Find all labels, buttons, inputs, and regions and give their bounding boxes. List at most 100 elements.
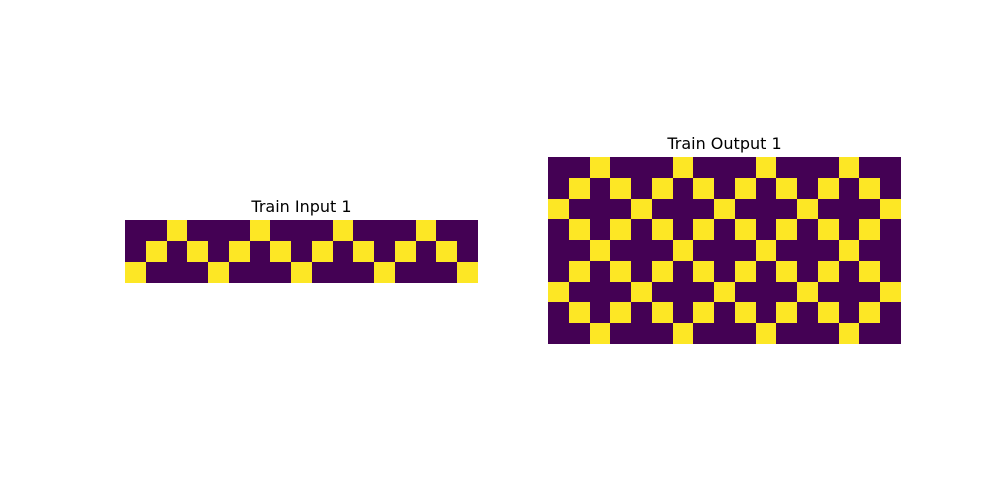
train-output-cell: [590, 240, 610, 261]
train-output-cell: [818, 219, 839, 240]
train-input-cell: [187, 262, 208, 283]
train-output-cell: [652, 323, 673, 344]
train-output-grid: [548, 157, 901, 344]
train-output-cell: [652, 240, 673, 261]
train-input-panel: Train Input 1: [125, 197, 478, 283]
train-output-cell: [797, 261, 818, 282]
train-output-cell: [714, 199, 735, 219]
train-input-title: Train Input 1: [251, 197, 352, 216]
train-output-cell: [590, 199, 610, 219]
train-output-cell: [652, 219, 673, 240]
train-output-cell: [631, 240, 652, 261]
train-output-cell: [569, 261, 590, 282]
train-output-cell: [756, 282, 776, 302]
train-output-cell: [610, 282, 631, 302]
train-input-cell: [457, 241, 478, 262]
train-input-cell: [333, 220, 353, 241]
train-output-cell: [652, 178, 673, 199]
train-output-cell: [548, 323, 569, 344]
train-output-cell: [776, 199, 797, 219]
train-output-cell: [569, 199, 590, 219]
train-output-cell: [569, 282, 590, 302]
train-output-cell: [590, 261, 610, 282]
train-output-cell: [756, 240, 776, 261]
train-output-cell: [735, 178, 756, 199]
train-output-cell: [673, 302, 693, 323]
train-output-cell: [610, 261, 631, 282]
train-output-cell: [859, 178, 880, 199]
train-output-cell: [880, 302, 901, 323]
train-output-cell: [693, 261, 714, 282]
train-output-cell: [797, 157, 818, 178]
train-input-cell: [353, 262, 374, 283]
train-input-cell: [250, 262, 270, 283]
train-input-cell: [416, 262, 436, 283]
train-output-cell: [735, 261, 756, 282]
train-output-cell: [859, 240, 880, 261]
train-output-cell: [631, 157, 652, 178]
train-output-cell: [569, 240, 590, 261]
train-output-cell: [673, 199, 693, 219]
train-output-cell: [756, 323, 776, 344]
train-input-cell: [374, 241, 395, 262]
train-input-cell: [229, 262, 250, 283]
train-input-cell: [270, 241, 291, 262]
train-output-cell: [776, 219, 797, 240]
train-input-cell: [125, 262, 146, 283]
train-input-cell: [312, 220, 333, 241]
train-output-cell: [714, 302, 735, 323]
train-output-cell: [839, 261, 859, 282]
train-input-cell: [229, 220, 250, 241]
train-output-cell: [839, 178, 859, 199]
train-output-cell: [610, 323, 631, 344]
train-output-cell: [818, 240, 839, 261]
train-output-cell: [693, 323, 714, 344]
train-output-cell: [569, 323, 590, 344]
train-output-cell: [818, 282, 839, 302]
train-output-cell: [797, 240, 818, 261]
train-output-cell: [548, 240, 569, 261]
train-output-cell: [652, 261, 673, 282]
train-output-cell: [569, 157, 590, 178]
train-output-cell: [880, 282, 901, 302]
train-output-cell: [673, 178, 693, 199]
train-output-cell: [714, 323, 735, 344]
train-input-cell: [291, 220, 312, 241]
train-output-cell: [776, 282, 797, 302]
train-input-cell: [416, 241, 436, 262]
train-input-cell: [125, 241, 146, 262]
train-output-cell: [839, 157, 859, 178]
train-output-cell: [839, 323, 859, 344]
train-output-cell: [859, 199, 880, 219]
train-output-cell: [797, 302, 818, 323]
train-output-cell: [590, 178, 610, 199]
train-output-cell: [714, 178, 735, 199]
train-output-cell: [693, 178, 714, 199]
train-input-cell: [208, 241, 229, 262]
train-output-cell: [776, 157, 797, 178]
train-output-cell: [693, 240, 714, 261]
train-output-cell: [839, 282, 859, 302]
train-output-cell: [880, 219, 901, 240]
train-input-cell: [146, 241, 167, 262]
train-output-cell: [776, 302, 797, 323]
train-output-cell: [610, 219, 631, 240]
train-input-cell: [333, 241, 353, 262]
train-output-cell: [631, 323, 652, 344]
train-output-cell: [631, 178, 652, 199]
train-input-cell: [291, 241, 312, 262]
train-input-cell: [167, 262, 187, 283]
train-output-cell: [590, 219, 610, 240]
train-output-cell: [776, 323, 797, 344]
train-output-cell: [797, 219, 818, 240]
train-output-cell: [735, 282, 756, 302]
train-output-cell: [610, 240, 631, 261]
train-input-cell: [229, 241, 250, 262]
train-output-cell: [673, 261, 693, 282]
train-output-cell: [631, 302, 652, 323]
train-output-cell: [756, 219, 776, 240]
train-output-cell: [652, 199, 673, 219]
train-input-cell: [187, 220, 208, 241]
train-output-cell: [714, 261, 735, 282]
